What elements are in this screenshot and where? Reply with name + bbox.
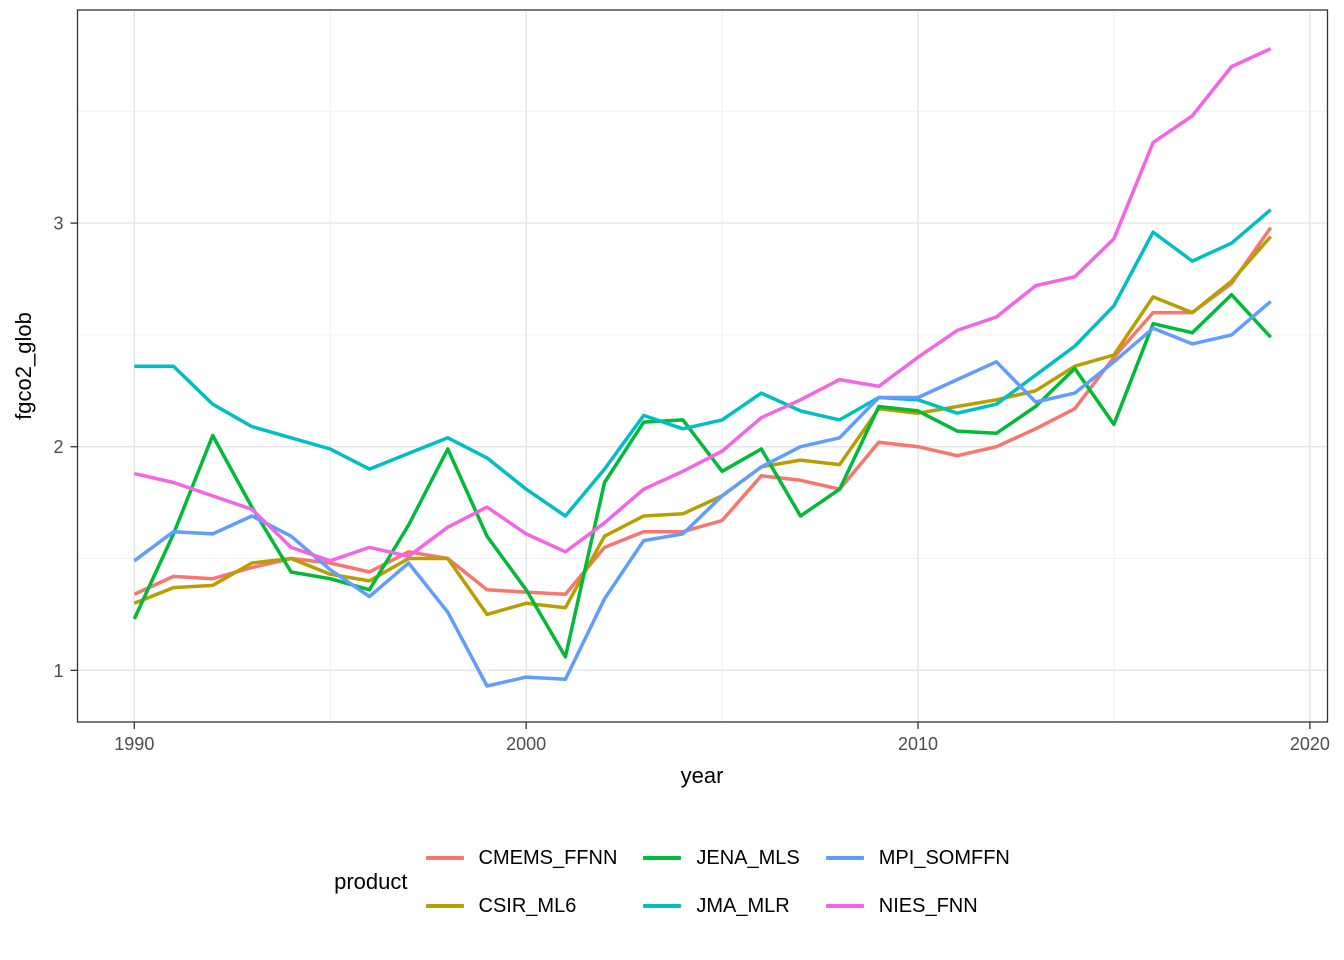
legend-title: product <box>334 869 408 894</box>
legend-key-line <box>825 856 864 860</box>
legend-item-label: JENA_MLS <box>696 846 800 869</box>
line-chart: 1990 2000 2010 2020 1 2 3 year fgco2_glob <box>11 9 1330 788</box>
legend-key-line <box>425 904 464 908</box>
legend-key-line <box>643 856 682 860</box>
legend-item-mpi-somffn: MPI_SOMFFN <box>825 834 1010 882</box>
data-series-lines <box>132 47 1273 688</box>
legend-key-line <box>825 904 864 908</box>
x-axis-title: year <box>681 763 724 788</box>
legend-item-nies-fnn: NIES_FNN <box>825 882 1010 930</box>
legend-key-line <box>643 904 682 908</box>
y-axis-title: fgco2_glob <box>11 312 36 420</box>
svg-text:2010: 2010 <box>898 734 938 754</box>
panel-border <box>76 9 1329 723</box>
legend-item-label: CSIR_ML6 <box>478 894 577 917</box>
svg-text:2020: 2020 <box>1290 734 1330 754</box>
svg-text:2: 2 <box>53 437 63 457</box>
gridlines <box>77 10 1328 722</box>
legend-item-jma-mlr: JMA_MLR <box>643 882 799 930</box>
legend-item-csir-ml6: CSIR_ML6 <box>425 882 618 930</box>
legend-item-label: JMA_MLR <box>696 894 790 917</box>
legend-key-line <box>425 856 464 860</box>
legend-items: CMEMS_FFNN CSIR_ML6 JENA_MLS JMA_MLR <box>425 834 1010 930</box>
svg-text:2000: 2000 <box>506 734 546 754</box>
legend-item-label: NIES_FNN <box>878 894 978 917</box>
legend-item-label: MPI_SOMFFN <box>878 846 1010 869</box>
legend-item-label: CMEMS_FFNN <box>478 846 618 869</box>
svg-text:1990: 1990 <box>114 734 154 754</box>
svg-text:3: 3 <box>53 214 63 234</box>
legend: product CMEMS_FFNN CSIR_ML6 JENA_MLS <box>0 834 1344 930</box>
legend-item-cmems-ffnn: CMEMS_FFNN <box>425 834 618 882</box>
svg-text:1: 1 <box>53 661 63 681</box>
axis-ticks-and-labels: 1990 2000 2010 2020 1 2 3 <box>53 214 1329 754</box>
legend-item-jena-mls: JENA_MLS <box>643 834 800 882</box>
